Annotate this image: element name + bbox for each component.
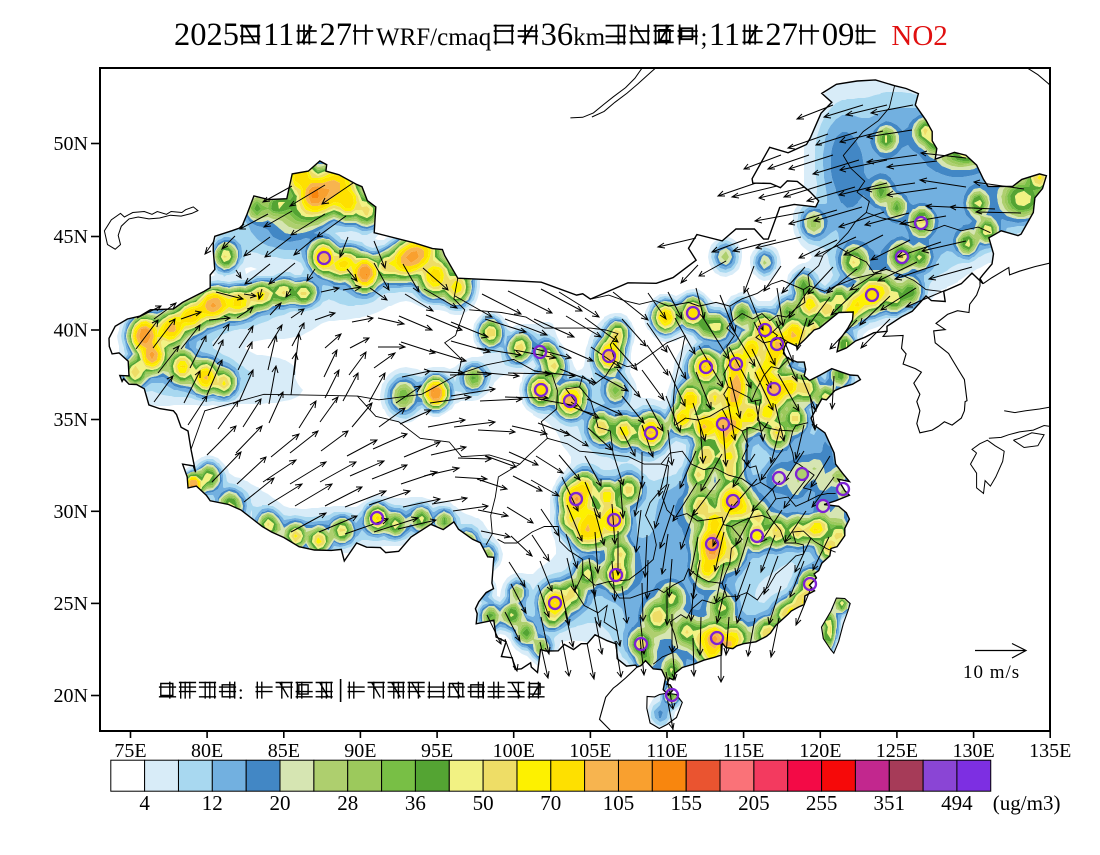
svg-text:NO2: NO2 [891,20,947,52]
svg-text:351: 351 [874,791,906,815]
svg-text:110E: 110E [646,740,687,762]
svg-text:20: 20 [270,791,291,815]
svg-text:10 m/s: 10 m/s [963,662,1020,683]
svg-text:100E: 100E [493,740,535,762]
svg-text:105: 105 [603,791,635,815]
svg-text:125E: 125E [876,740,918,762]
svg-text:90E: 90E [344,740,376,762]
svg-text:4: 4 [139,791,150,815]
svg-text:27: 27 [320,17,353,53]
svg-text:255: 255 [806,791,838,815]
svg-text:130E: 130E [952,740,994,762]
svg-text:135E: 135E [1029,740,1071,762]
svg-text:(ug/m3): (ug/m3) [993,791,1061,815]
svg-text:2025: 2025 [174,17,239,53]
svg-text:36: 36 [541,17,574,53]
svg-text:27: 27 [765,17,798,53]
svg-text:75E: 75E [114,740,146,762]
svg-text:205: 205 [738,791,770,815]
svg-text:30N: 30N [54,501,88,523]
svg-text:36: 36 [405,791,426,815]
svg-text:85E: 85E [268,740,300,762]
svg-text:50N: 50N [54,133,88,155]
svg-text::: : [238,682,244,704]
svg-text:12: 12 [202,791,223,815]
svg-text:40N: 40N [54,320,88,342]
svg-text:80E: 80E [191,740,223,762]
svg-text:km: km [573,24,606,51]
svg-text:11: 11 [263,17,294,53]
svg-text:25N: 25N [54,593,88,615]
svg-text:95E: 95E [421,740,453,762]
svg-text:70: 70 [540,791,561,815]
svg-text:120E: 120E [799,740,841,762]
svg-text:WRF/cmaq: WRF/cmaq [376,24,492,51]
svg-text:155: 155 [670,791,702,815]
svg-text:11: 11 [709,17,740,53]
svg-text:115E: 115E [723,740,764,762]
svg-text:09: 09 [822,17,855,53]
svg-text:20N: 20N [54,685,88,707]
svg-text:494: 494 [941,791,973,815]
svg-text:105E: 105E [569,740,611,762]
svg-text:35N: 35N [54,409,88,431]
svg-text:;: ; [701,24,708,51]
svg-text:50: 50 [473,791,494,815]
svg-text:28: 28 [337,791,358,815]
svg-text:45N: 45N [54,226,88,248]
